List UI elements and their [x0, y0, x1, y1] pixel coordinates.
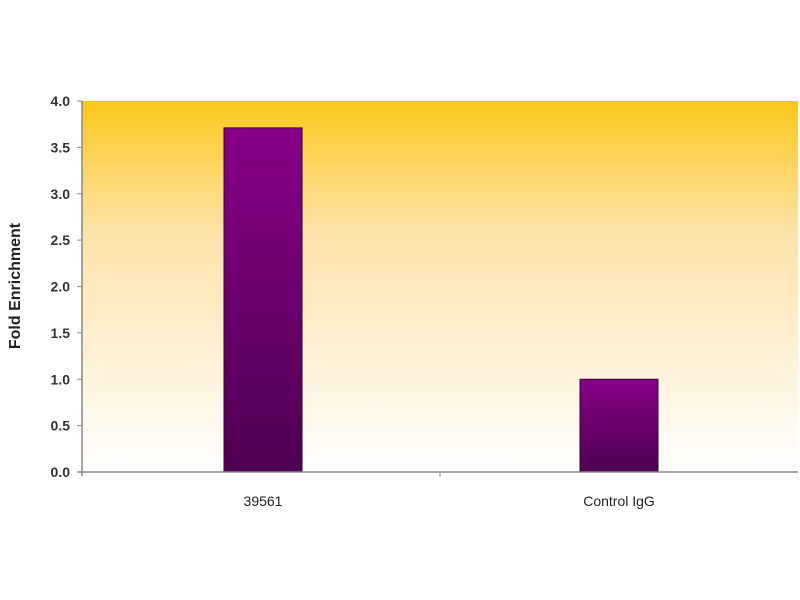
bar-39561 [223, 127, 303, 473]
y-tick-label: 2.5 [51, 232, 71, 248]
y-tick-label: 3.0 [51, 186, 71, 202]
y-axis-label: Fold Enrichment [7, 222, 24, 349]
x-tick-label: Control IgG [583, 493, 655, 509]
bar-control-igg [579, 378, 659, 473]
y-tick-label: 1.5 [51, 325, 71, 341]
x-tick-label: 39561 [244, 493, 283, 509]
y-tick-label: 2.0 [51, 279, 71, 295]
y-tick-label: 4.0 [51, 93, 71, 109]
y-tick-label: 0.5 [51, 418, 71, 434]
y-tick-label: 3.5 [51, 139, 71, 155]
plot-area [82, 101, 798, 472]
y-tick-label: 0.0 [51, 464, 71, 480]
y-tick-label: 1.0 [51, 371, 71, 387]
